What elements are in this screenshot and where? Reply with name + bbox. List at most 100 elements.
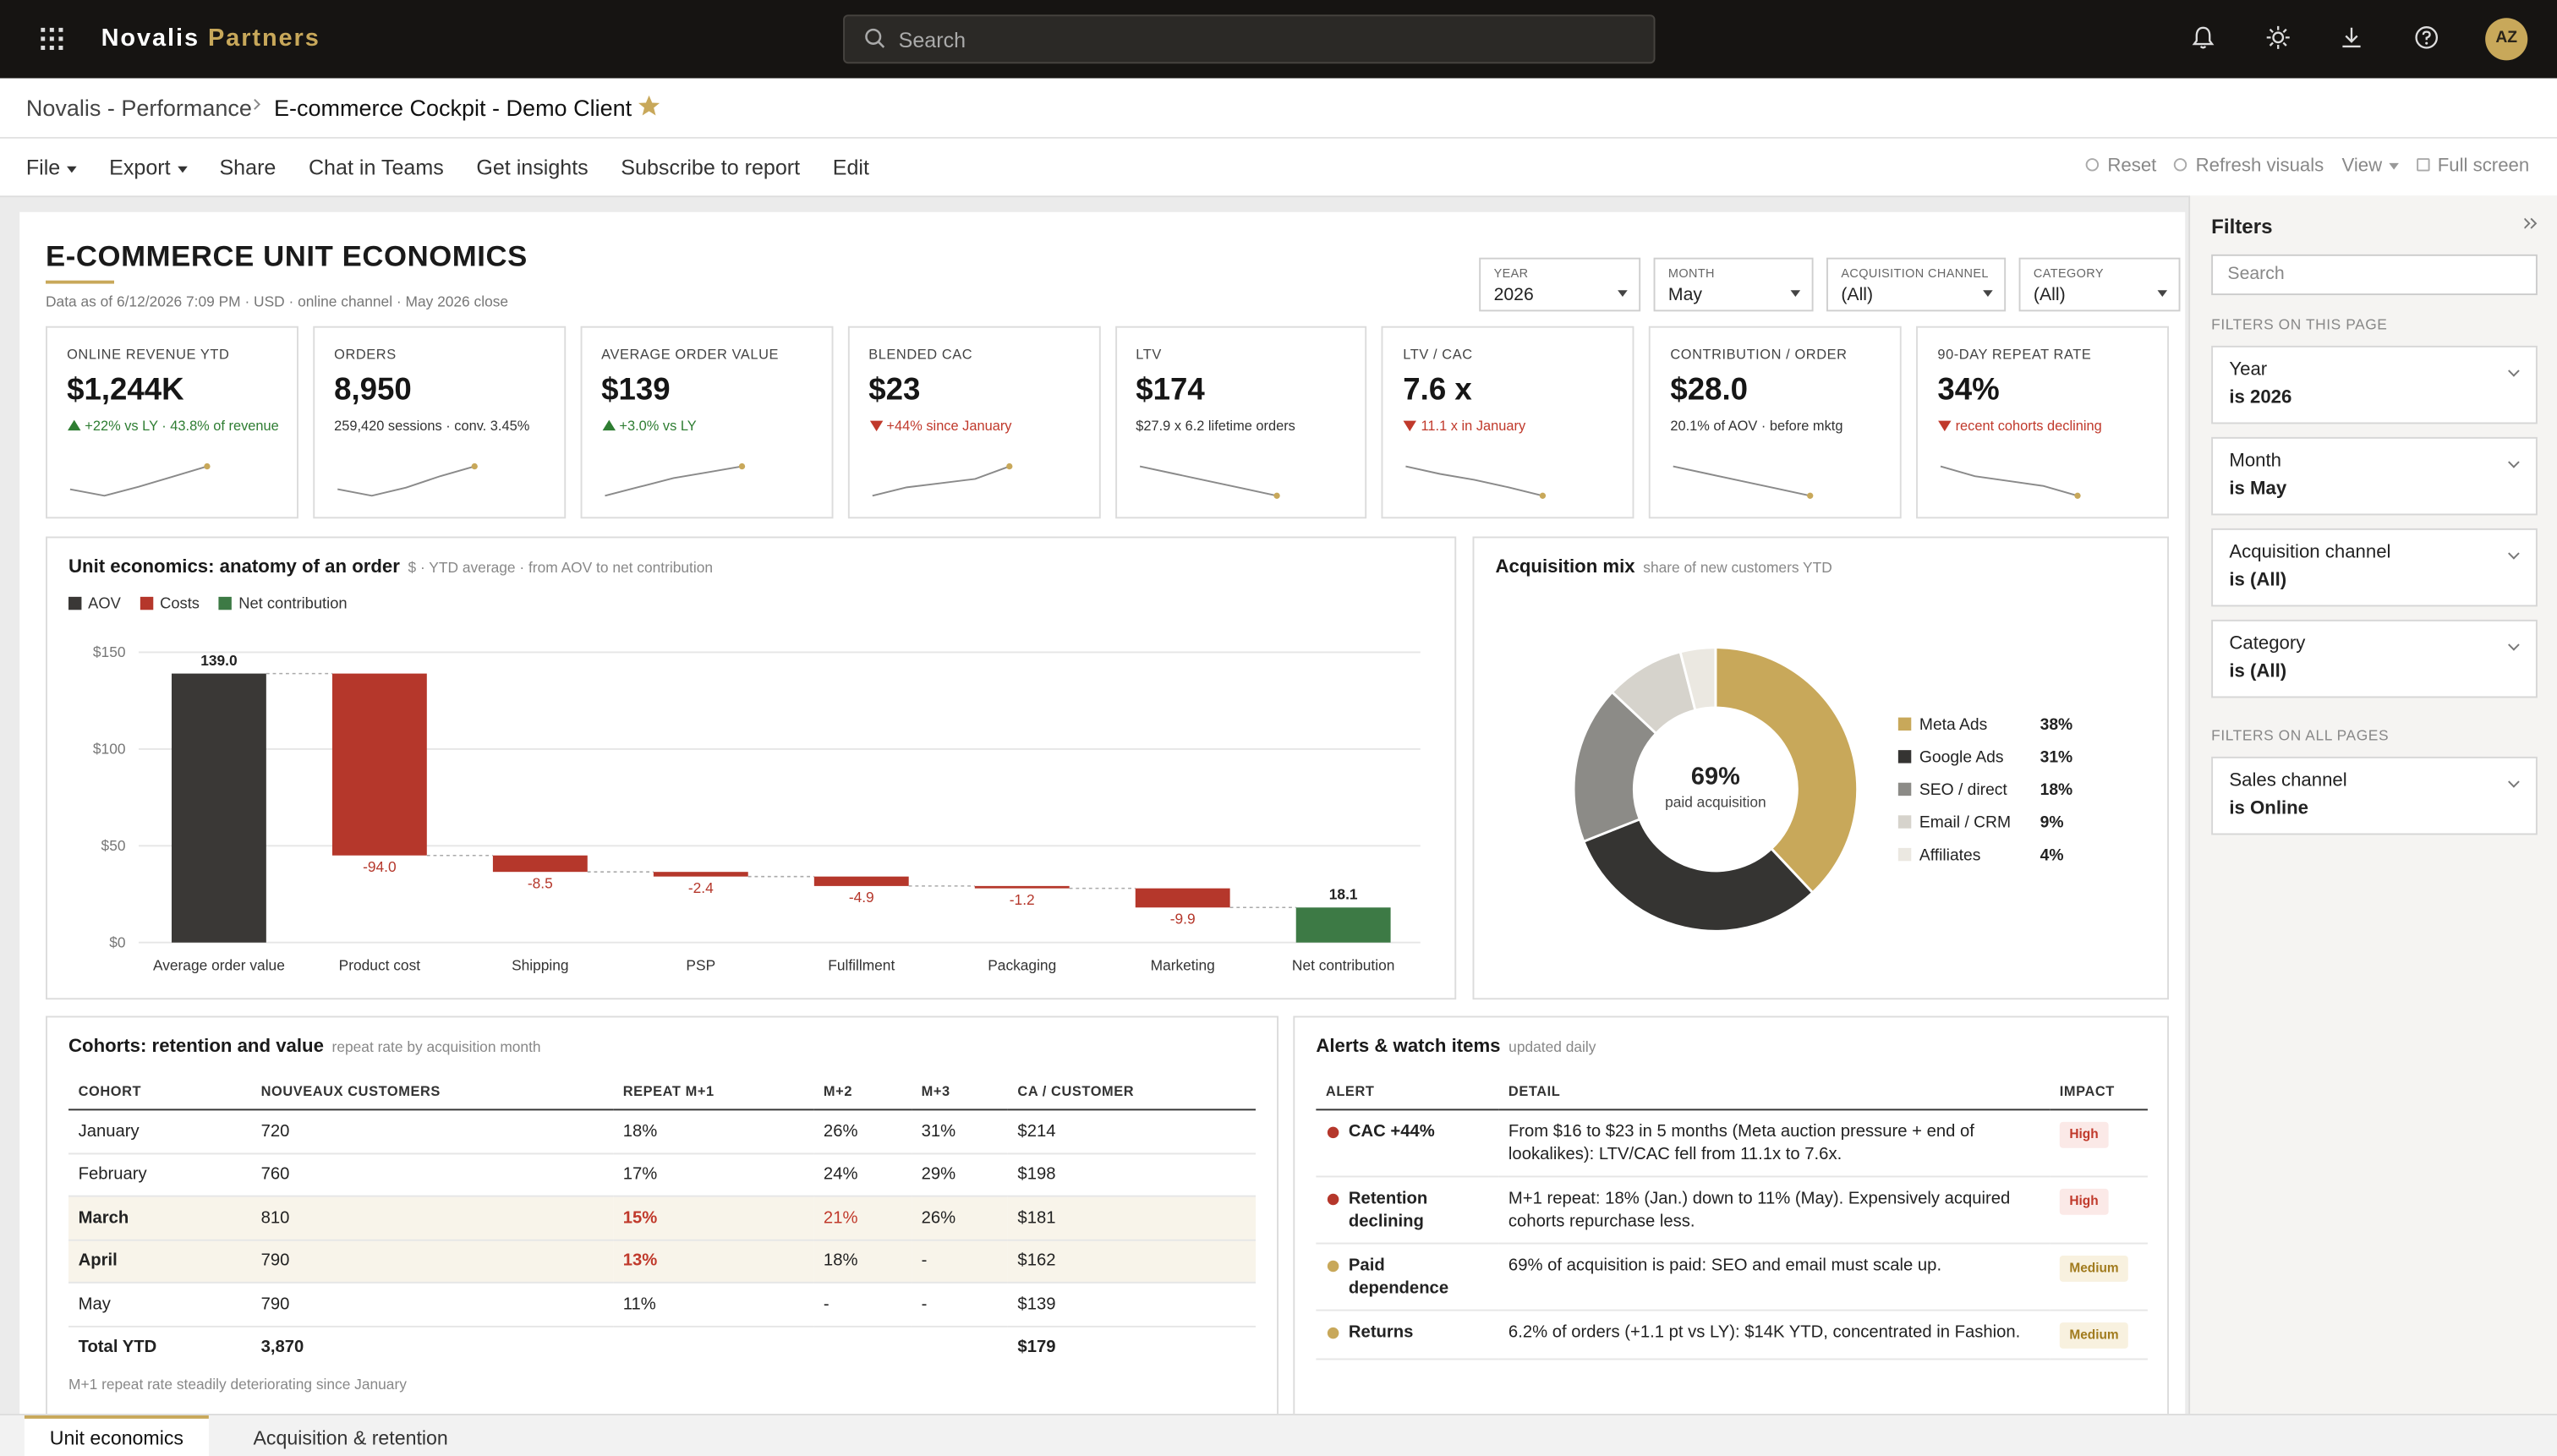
shape <box>878 41 885 48</box>
breadcrumb-current: E-commerce Cockpit - Demo Client <box>273 94 632 121</box>
menu-item[interactable]: Subscribe to report <box>621 155 801 180</box>
help-icon[interactable] <box>2413 25 2439 51</box>
shape <box>58 27 63 32</box>
x-tick-label: Fulfillment <box>828 956 895 973</box>
shape <box>2342 27 2361 48</box>
legend-swatch <box>1897 815 1912 829</box>
menu-item[interactable]: Export <box>109 155 187 179</box>
filter-card[interactable]: Category is (All) <box>2211 619 2538 698</box>
settings-icon[interactable] <box>2265 25 2291 51</box>
total-row: Total YTD 3,870 $179 <box>68 1324 1256 1369</box>
app-launcher[interactable] <box>41 27 63 51</box>
sparkline-path <box>1405 465 1544 497</box>
page-tab[interactable]: Acquisition & retention <box>253 1426 448 1450</box>
toolbar-action[interactable]: View <box>2341 156 2398 176</box>
download-icon[interactable] <box>2339 25 2365 51</box>
slicer[interactable]: CATEGORY (All) <box>2018 257 2181 312</box>
toolbar-action[interactable]: Full screen <box>2417 156 2529 176</box>
filter-card[interactable]: Month is May <box>2211 436 2538 516</box>
brand: Novalis Partners <box>101 25 320 52</box>
filter-card[interactable]: Sales channel is Online <box>2211 756 2538 835</box>
notifications-icon[interactable] <box>2190 25 2216 51</box>
table-cell: $181 <box>1007 1196 1256 1240</box>
trend-arrow <box>602 419 616 430</box>
kpi-note: 259,420 sessions · conv. 3.45% <box>334 416 554 435</box>
bar <box>1295 907 1391 943</box>
filter-card[interactable]: Acquisition channel is (All) <box>2211 528 2538 607</box>
table-cell: 13% <box>613 1239 814 1284</box>
value-label: 38% <box>2040 716 2073 734</box>
filter-name: Category <box>2229 634 2306 654</box>
panel-title: Acquisition mix share of new customers YT… <box>1495 558 1832 577</box>
slicer-value: May <box>1667 285 1703 305</box>
table-row: January 720 18% 26% 31% $214 <box>68 1109 1256 1154</box>
menu-item[interactable]: Get insights <box>476 155 589 180</box>
report-title: E-COMMERCE UNIT ECONOMICS <box>45 239 528 273</box>
shape <box>41 27 46 32</box>
kpi-note: +22% vs LY · 43.8% of revenue <box>67 416 287 435</box>
value-label: 139.0 <box>200 652 237 669</box>
sparkline-path <box>1673 465 1811 497</box>
alert-cell: Retention declining <box>1316 1176 1499 1245</box>
alerts-panel: Alerts & watch items updated daily ALERT D… <box>1293 1015 2169 1415</box>
filter-card[interactable]: Year is 2026 <box>2211 345 2538 424</box>
donut-slice <box>1714 646 1859 895</box>
kpi-value: $28.0 <box>1670 373 1749 408</box>
menu-item[interactable]: Edit <box>832 155 869 180</box>
menu-item[interactable]: File <box>26 155 77 179</box>
kpi-note: +3.0% vs LY <box>601 416 821 435</box>
table-cell: 15% <box>613 1196 814 1240</box>
slicer-label: YEAR <box>1493 265 1529 281</box>
slicer[interactable]: MONTH May <box>1653 257 1814 312</box>
shape <box>41 45 46 51</box>
column-header: CA / CUSTOMER <box>1007 1072 1256 1111</box>
slicer[interactable]: ACQUISITION CHANNEL (All) <box>1826 257 2007 312</box>
toolbar-actions: Reset Refresh visuals View Full screen <box>2086 156 2529 176</box>
slicer[interactable]: YEAR 2026 <box>1479 257 1641 312</box>
search-box[interactable]: Search <box>843 14 1656 64</box>
legend-item: Net contribution <box>219 595 348 613</box>
table-cell: - <box>813 1282 912 1327</box>
impact-cell: High <box>2050 1176 2148 1245</box>
legend-label: Meta Ads <box>1919 716 1987 734</box>
breadcrumb-parent[interactable]: Novalis - Performance <box>25 94 252 121</box>
favorite-star[interactable] <box>638 95 660 118</box>
toolbar-action[interactable]: Reset <box>2086 156 2156 176</box>
filter-name: Month <box>2229 452 2282 472</box>
menu-item[interactable]: Share <box>219 155 277 180</box>
column-header: M+3 <box>912 1072 1008 1111</box>
shape <box>2272 31 2285 44</box>
avatar[interactable]: AZ <box>2485 18 2528 61</box>
filter-chevron <box>2508 547 2520 560</box>
panel-title: Cohorts: retention and value repeat rate … <box>68 1037 541 1057</box>
slicer-value: 2026 <box>1493 285 1534 305</box>
breadcrumb-separator <box>254 98 261 110</box>
trend-arrow <box>1938 419 1952 431</box>
shape <box>2266 25 2290 49</box>
kpi-card: BLENDED CAC $23 +44% since January <box>847 326 1100 519</box>
menu-item[interactable]: Chat in Teams <box>308 155 444 180</box>
sparkline-end <box>1807 492 1814 499</box>
page-tab[interactable]: Unit economics <box>24 1415 209 1456</box>
y-tick-label: $0 <box>109 933 125 950</box>
shape <box>865 28 882 45</box>
filter-state: is (All) <box>2229 570 2287 591</box>
bar <box>653 872 748 877</box>
x-tick-label: Packaging <box>988 956 1056 973</box>
arrow-shape <box>1404 419 1417 431</box>
header-row: ALERT DETAIL IMPACT <box>1316 1072 2148 1111</box>
detail-cell: 6.2% of orders (+1.1 pt vs LY): $14K YTD… <box>1498 1310 2051 1360</box>
kpi-note-text: 20.1% of AOV · before mktg <box>1670 417 1843 434</box>
kpi-card: ONLINE REVENUE YTD $1,244K +22% vs LY · 43… <box>45 326 298 519</box>
kpi-note-text: 259,420 sessions · conv. 3.45% <box>334 417 530 434</box>
y-tick-label: $150 <box>93 643 126 660</box>
collapse-icon[interactable] <box>2524 216 2538 229</box>
x-tick-label: Net contribution <box>1292 956 1394 973</box>
filters-search[interactable]: Search <box>2211 254 2538 296</box>
donut-center-value: 69% <box>1691 764 1740 791</box>
slicer-label: ACQUISITION CHANNEL <box>1841 265 1989 281</box>
donut-panel: Acquisition mix share of new customers YT… <box>1472 536 2169 1000</box>
table-row: May 790 11% - - $139 <box>68 1282 1256 1327</box>
kpi-note: recent cohorts declining <box>1937 416 2157 435</box>
toolbar-action[interactable]: Refresh visuals <box>2175 156 2324 176</box>
